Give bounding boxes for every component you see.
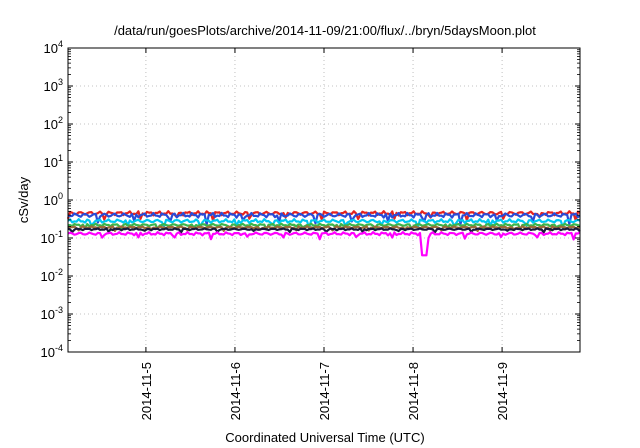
x-tick-label: 2014-11-7: [317, 362, 332, 420]
x-tick-label: 2014-11-8: [406, 362, 421, 420]
y-tick-exponent: 0: [58, 191, 63, 201]
x-axis: 2014-11-5 2014-11-6 2014-11-7 2014-11-8 2014…: [139, 48, 510, 420]
y-tick-exponent: -1: [55, 229, 63, 239]
y-tick-exponent: -4: [55, 343, 63, 353]
y-tick-base: 10: [44, 79, 58, 94]
x-tick-label: 2014-11-5: [139, 362, 154, 420]
y-tick-base: 10: [41, 269, 55, 284]
x-tick-label: 2014-11-6: [228, 362, 243, 420]
y-tick-base: 10: [44, 117, 58, 132]
y-tick-exponent: 1: [58, 153, 63, 163]
y-tick-exponent: 4: [58, 39, 63, 49]
y-tick-label: 10-2: [41, 267, 63, 284]
y-tick-label: 10-3: [41, 305, 63, 322]
series-line: [67, 218, 581, 230]
y-tick-exponent: 3: [58, 77, 63, 87]
grid: [68, 48, 580, 352]
y-axis-label: cSv/day: [16, 176, 31, 223]
series-line: [67, 211, 581, 226]
x-axis-label: Coordinated Universal Time (UTC): [225, 430, 424, 445]
series-line: [67, 231, 581, 257]
series-line: [67, 227, 581, 234]
y-tick-label: 101: [44, 153, 63, 170]
y-tick-base: 10: [44, 193, 58, 208]
y-tick-label: 104: [44, 39, 63, 56]
y-tick-label: 10-1: [41, 229, 63, 246]
y-tick-label: 102: [44, 115, 63, 132]
y-tick-label: 100: [44, 191, 63, 208]
y-tick-base: 10: [41, 307, 55, 322]
y-tick-exponent: -2: [55, 267, 63, 277]
series-line: [67, 225, 581, 233]
y-tick-exponent: -3: [55, 305, 63, 315]
y-tick-base: 10: [41, 231, 55, 246]
y-tick-label: 103: [44, 77, 63, 94]
series-line: [67, 222, 581, 231]
y-tick-base: 10: [44, 41, 58, 56]
chart-title: /data/run/goesPlots/archive/2014-11-09/2…: [114, 23, 536, 38]
x-tick-label: 2014-11-9: [495, 362, 510, 420]
y-tick-base: 10: [44, 155, 58, 170]
series-layer: [66, 210, 581, 257]
y-tick-exponent: 2: [58, 115, 63, 125]
y-tick-label: 10-4: [41, 343, 63, 360]
y-tick-base: 10: [41, 345, 55, 360]
